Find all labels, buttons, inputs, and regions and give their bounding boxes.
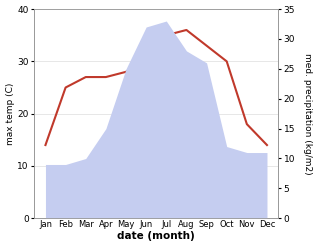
X-axis label: date (month): date (month) (117, 231, 195, 242)
Y-axis label: max temp (C): max temp (C) (5, 82, 15, 145)
Y-axis label: med. precipitation (kg/m2): med. precipitation (kg/m2) (303, 53, 313, 174)
